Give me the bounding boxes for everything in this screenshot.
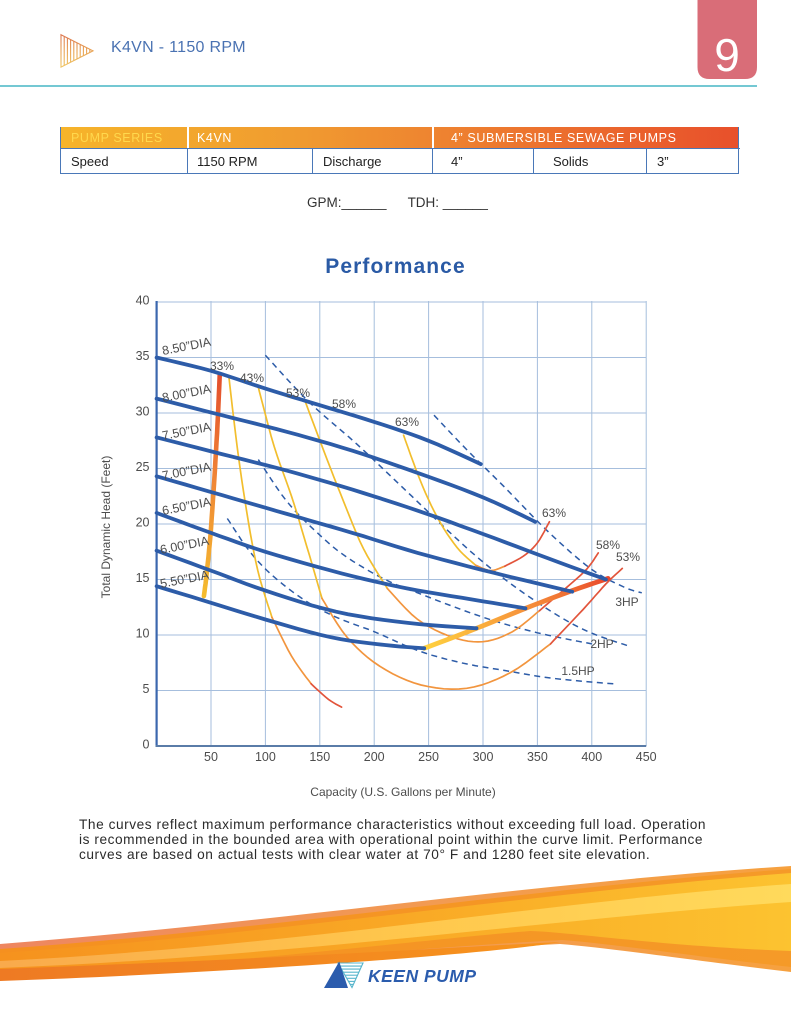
svg-text:KEEN PUMP: KEEN PUMP — [368, 966, 477, 986]
svg-text:7.00”DIA: 7.00”DIA — [161, 460, 213, 483]
svg-text:25: 25 — [136, 460, 150, 474]
svg-text:33%: 33% — [210, 359, 234, 373]
svg-text:43%: 43% — [240, 371, 264, 385]
svg-text:35: 35 — [136, 349, 150, 363]
svg-text:7.50”DIA: 7.50”DIA — [161, 420, 213, 443]
svg-text:0: 0 — [143, 738, 150, 752]
svg-text:K4VN - 1150 RPM: K4VN - 1150 RPM — [111, 39, 246, 56]
svg-text:50: 50 — [204, 750, 218, 764]
svg-text:10: 10 — [136, 627, 150, 641]
svg-text:9: 9 — [714, 29, 740, 81]
svg-text:200: 200 — [364, 750, 385, 764]
svg-text:15: 15 — [136, 571, 150, 585]
svg-text:6.00”DIA: 6.00”DIA — [159, 534, 211, 557]
svg-text:8.50”DIA: 8.50”DIA — [161, 335, 213, 358]
svg-text:Capacity (U.S. Gallons per Min: Capacity (U.S. Gallons per Minute) — [310, 785, 495, 799]
svg-text:53%: 53% — [616, 550, 640, 564]
svg-text:20: 20 — [136, 516, 150, 530]
svg-text:30: 30 — [136, 405, 150, 419]
svg-text:8.00”DIA: 8.00”DIA — [161, 382, 213, 405]
svg-text:Total Dynamic Head (Feet): Total Dynamic Head (Feet) — [99, 456, 113, 599]
svg-text:300: 300 — [473, 750, 494, 764]
svg-text:63%: 63% — [395, 415, 419, 429]
svg-text:58%: 58% — [332, 397, 356, 411]
svg-text:5: 5 — [143, 682, 150, 696]
svg-text:450: 450 — [636, 750, 657, 764]
svg-text:250: 250 — [418, 750, 439, 764]
svg-text:3HP: 3HP — [615, 595, 638, 609]
svg-text:2HP: 2HP — [590, 637, 613, 651]
svg-text:100: 100 — [255, 750, 276, 764]
svg-text:400: 400 — [581, 750, 602, 764]
svg-text:350: 350 — [527, 750, 548, 764]
svg-text:1.5HP: 1.5HP — [561, 664, 594, 678]
svg-text:53%: 53% — [286, 386, 310, 400]
svg-text:6.50”DIA: 6.50”DIA — [161, 495, 213, 518]
svg-text:150: 150 — [309, 750, 330, 764]
svg-text:40: 40 — [136, 294, 150, 308]
svg-text:58%: 58% — [596, 538, 620, 552]
svg-text:63%: 63% — [542, 506, 566, 520]
